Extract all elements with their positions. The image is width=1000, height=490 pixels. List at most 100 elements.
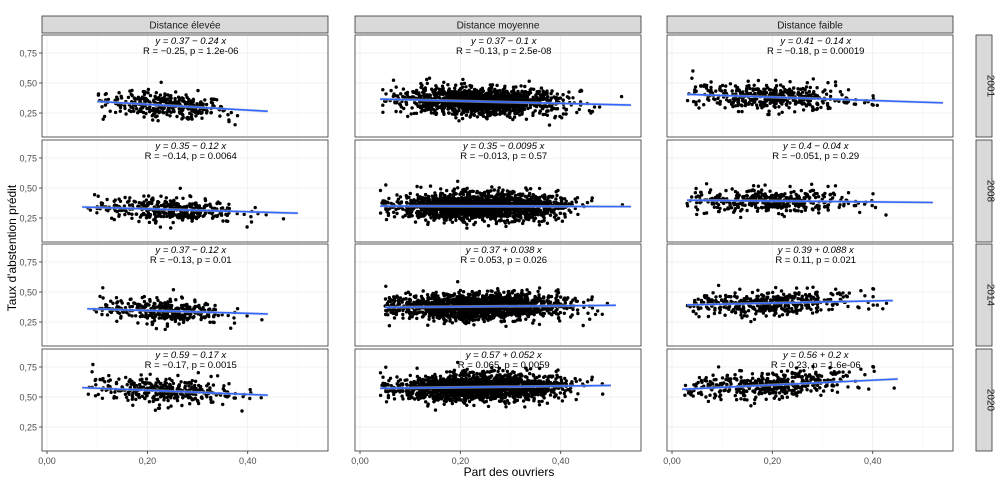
data-point [728,99,732,103]
data-point [142,194,146,198]
data-point [480,95,484,100]
data-point [804,85,809,89]
data-point [569,210,573,214]
data-point [146,194,151,198]
data-point [690,76,694,80]
data-point [215,213,220,218]
data-point [590,196,594,200]
data-point [513,111,517,116]
data-point [810,105,815,109]
data-point [798,87,803,91]
data-point [494,221,499,226]
data-point [724,84,728,88]
data-point [513,93,517,98]
data-point [545,113,550,118]
data-point [421,201,426,206]
data-point [197,206,201,210]
data-point [164,211,168,215]
data-point [102,114,107,119]
data-point [522,91,526,96]
panel: y = 0.35 − 0.12 xR = −0.14, p = 0.0064 [41,139,329,243]
data-point [773,193,778,197]
data-point [432,90,436,95]
regression-equation: y = 0.35 − 0.12 x [154,141,227,152]
data-point [194,114,198,118]
data-point [781,99,785,104]
data-point [407,214,411,219]
data-point [462,110,466,115]
data-point [764,83,769,88]
data-point [763,183,767,187]
data-point [554,107,558,111]
data-point [485,199,490,203]
row-strip: 2001 [975,34,996,138]
data-point [780,212,784,217]
regression-line [97,100,268,113]
data-point [547,123,552,127]
data-point [233,123,237,127]
data-point [378,211,383,215]
data-point [203,98,207,102]
data-point [453,201,458,206]
data-point [486,102,491,107]
strip-background [975,348,993,452]
data-point [389,88,393,93]
data-point [815,94,820,98]
data-point [190,202,195,206]
data-point [419,81,423,86]
data-point [522,210,526,214]
data-point [181,196,185,200]
data-point [398,102,402,106]
data-point [260,318,264,322]
data-point [493,210,497,214]
row-strip: 2020 [975,348,996,452]
data-point [708,188,713,192]
data-point [685,98,690,103]
data-point [382,199,386,203]
data-point [201,214,205,218]
data-point [418,195,422,199]
data-point [473,220,478,225]
data-point [454,218,458,222]
data-point [469,110,474,114]
data-point [147,215,152,219]
data-point [523,200,527,204]
data-point [224,212,228,217]
data-point [745,208,749,213]
data-point [560,116,564,120]
data-point [805,81,809,85]
data-point [475,189,479,194]
data-point [776,98,781,103]
data-point [489,199,494,203]
data-point [442,101,447,105]
data-point [533,216,538,220]
data-point [169,226,173,230]
data-point [858,210,862,215]
data-point [420,108,425,112]
data-point [560,219,565,223]
data-point [549,96,553,100]
data-point [475,108,480,112]
data-point [545,211,550,215]
data-point [716,96,720,101]
data-point [105,197,109,202]
data-point [740,109,744,114]
data-point [438,207,442,211]
data-point [561,98,565,102]
data-point [123,104,127,108]
data-point [430,87,434,91]
data-point [444,214,448,218]
data-point [736,101,741,106]
data-point [840,195,844,200]
data-point [516,105,521,110]
panel-grid [42,35,328,137]
data-point [829,89,833,93]
data-point [808,99,813,103]
strip-background [975,34,993,138]
data-point [532,87,536,92]
data-point [871,94,875,98]
data-point [523,103,528,107]
data-point [424,197,428,201]
data-point [530,215,535,219]
data-point [384,183,388,187]
